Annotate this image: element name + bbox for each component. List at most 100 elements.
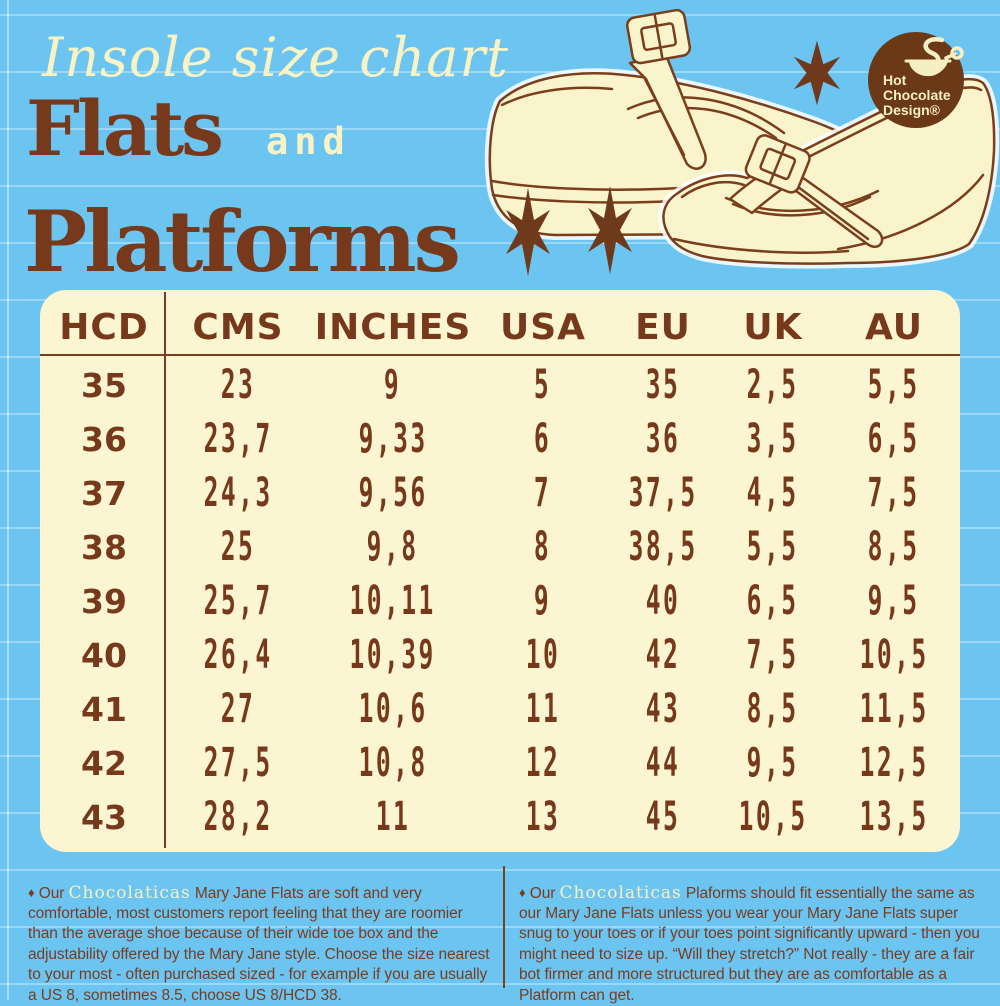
header-cell-eu: EU bbox=[608, 297, 718, 348]
size-value-cell: 2,5 bbox=[718, 358, 828, 412]
brand-logo: Hot Chocolate Design® bbox=[866, 30, 966, 130]
size-value-cell: 10,11 bbox=[308, 574, 478, 628]
buckle-icon bbox=[626, 9, 691, 64]
size-value-cell: 37,5 bbox=[608, 466, 718, 520]
footer-note-platforms: ♦ Our Chocolaticas Plaforms should fit e… bbox=[519, 882, 981, 1006]
size-value-cell: 6 bbox=[478, 412, 608, 466]
header-cell-uk: UK bbox=[718, 297, 828, 348]
size-value-cell: 43 bbox=[608, 682, 718, 736]
size-value-cell: 27 bbox=[168, 682, 308, 736]
size-value-cell: 3,5 bbox=[718, 412, 828, 466]
size-value-cell: 4,5 bbox=[718, 466, 828, 520]
size-value-cell: 7 bbox=[478, 466, 608, 520]
size-value-cell: 8 bbox=[478, 520, 608, 574]
size-value-cell: 10,5 bbox=[718, 790, 828, 844]
hcd-size-cell: 41 bbox=[40, 682, 168, 736]
footer-prefix: Our bbox=[39, 885, 65, 902]
header-cell-inches: INCHES bbox=[308, 297, 478, 348]
hcd-size-cell: 43 bbox=[40, 790, 168, 844]
size-value-cell: 44 bbox=[608, 736, 718, 790]
size-value-cell: 25 bbox=[168, 520, 308, 574]
size-value-cell: 38,5 bbox=[608, 520, 718, 574]
size-value-cell: 9,5 bbox=[718, 736, 828, 790]
size-value-cell: 6,5 bbox=[718, 574, 828, 628]
size-value-cell: 5 bbox=[478, 358, 608, 412]
brand-name: Chocolaticas bbox=[560, 883, 682, 903]
size-value-cell: 5,5 bbox=[718, 520, 828, 574]
hcd-size-cell: 40 bbox=[40, 628, 168, 682]
size-value-cell: 8,5 bbox=[828, 520, 960, 574]
size-value-cell: 23 bbox=[168, 358, 308, 412]
size-value-cell: 10,6 bbox=[308, 682, 478, 736]
size-value-cell: 23,7 bbox=[168, 412, 308, 466]
size-value-cell: 25,7 bbox=[168, 574, 308, 628]
size-value-cell: 9 bbox=[308, 358, 478, 412]
size-value-cell: 9 bbox=[478, 574, 608, 628]
page-title-flats: Flats bbox=[26, 84, 221, 173]
header-cell-cms: CMS bbox=[168, 297, 308, 348]
size-value-cell: 11,5 bbox=[828, 682, 960, 736]
size-value-cell: 13,5 bbox=[828, 790, 960, 844]
size-value-cell: 12,5 bbox=[828, 736, 960, 790]
size-value-cell: 10,8 bbox=[308, 736, 478, 790]
size-value-cell: 7,5 bbox=[828, 466, 960, 520]
footer-column-divider bbox=[503, 866, 505, 988]
size-value-cell: 12 bbox=[478, 736, 608, 790]
size-value-cell: 10,39 bbox=[308, 628, 478, 682]
size-value-cell: 13 bbox=[478, 790, 608, 844]
size-value-cell: 7,5 bbox=[718, 628, 828, 682]
header-cell-hcd: HCD bbox=[40, 297, 168, 348]
header-divider-line bbox=[40, 354, 960, 356]
size-value-cell: 9,5 bbox=[828, 574, 960, 628]
size-value-cell: 9,56 bbox=[308, 466, 478, 520]
size-value-cell: 10 bbox=[478, 628, 608, 682]
size-value-cell: 24,3 bbox=[168, 466, 308, 520]
svg-text:Chocolate: Chocolate bbox=[883, 87, 951, 103]
size-value-cell: 9,8 bbox=[308, 520, 478, 574]
size-value-cell: 10,5 bbox=[828, 628, 960, 682]
size-value-cell: 11 bbox=[478, 682, 608, 736]
page-title-script: Insole size chart bbox=[42, 26, 509, 89]
size-value-cell: 5,5 bbox=[828, 358, 960, 412]
size-value-cell: 26,4 bbox=[168, 628, 308, 682]
header-cell-usa: USA bbox=[478, 297, 608, 348]
hcd-size-cell: 37 bbox=[40, 466, 168, 520]
footer-prefix: Our bbox=[530, 885, 556, 902]
diamond-bullet-icon: ♦ bbox=[28, 885, 35, 900]
svg-text:Hot: Hot bbox=[883, 72, 907, 88]
size-value-cell: 28,2 bbox=[168, 790, 308, 844]
hcd-size-cell: 35 bbox=[40, 358, 168, 412]
size-value-cell: 35 bbox=[608, 358, 718, 412]
buckle-icon bbox=[744, 133, 812, 195]
hcd-size-cell: 39 bbox=[40, 574, 168, 628]
hcd-size-cell: 36 bbox=[40, 412, 168, 466]
size-value-cell: 40 bbox=[608, 574, 718, 628]
table-header-row: HCD CMS INCHES USA EU UK AU bbox=[40, 290, 960, 354]
paper-margin-line bbox=[7, 0, 9, 1000]
sparkle-star-icon bbox=[506, 188, 550, 276]
footer-note-flats: ♦ Our Chocolaticas Mary Jane Flats are s… bbox=[28, 882, 490, 1006]
size-value-cell: 8,5 bbox=[718, 682, 828, 736]
size-value-cell: 42 bbox=[608, 628, 718, 682]
size-value-cell: 6,5 bbox=[828, 412, 960, 466]
sparkle-star-icon bbox=[588, 186, 632, 274]
page-title-platforms: Platforms bbox=[24, 192, 458, 291]
platform-shoe-illustration bbox=[490, 9, 870, 235]
size-value-cell: 36 bbox=[608, 412, 718, 466]
sparkle-star-icon bbox=[794, 41, 840, 106]
header-cell-au: AU bbox=[828, 297, 960, 348]
size-value-cell: 45 bbox=[608, 790, 718, 844]
brand-name: Chocolaticas bbox=[69, 883, 191, 903]
size-value-cell: 9,33 bbox=[308, 412, 478, 466]
